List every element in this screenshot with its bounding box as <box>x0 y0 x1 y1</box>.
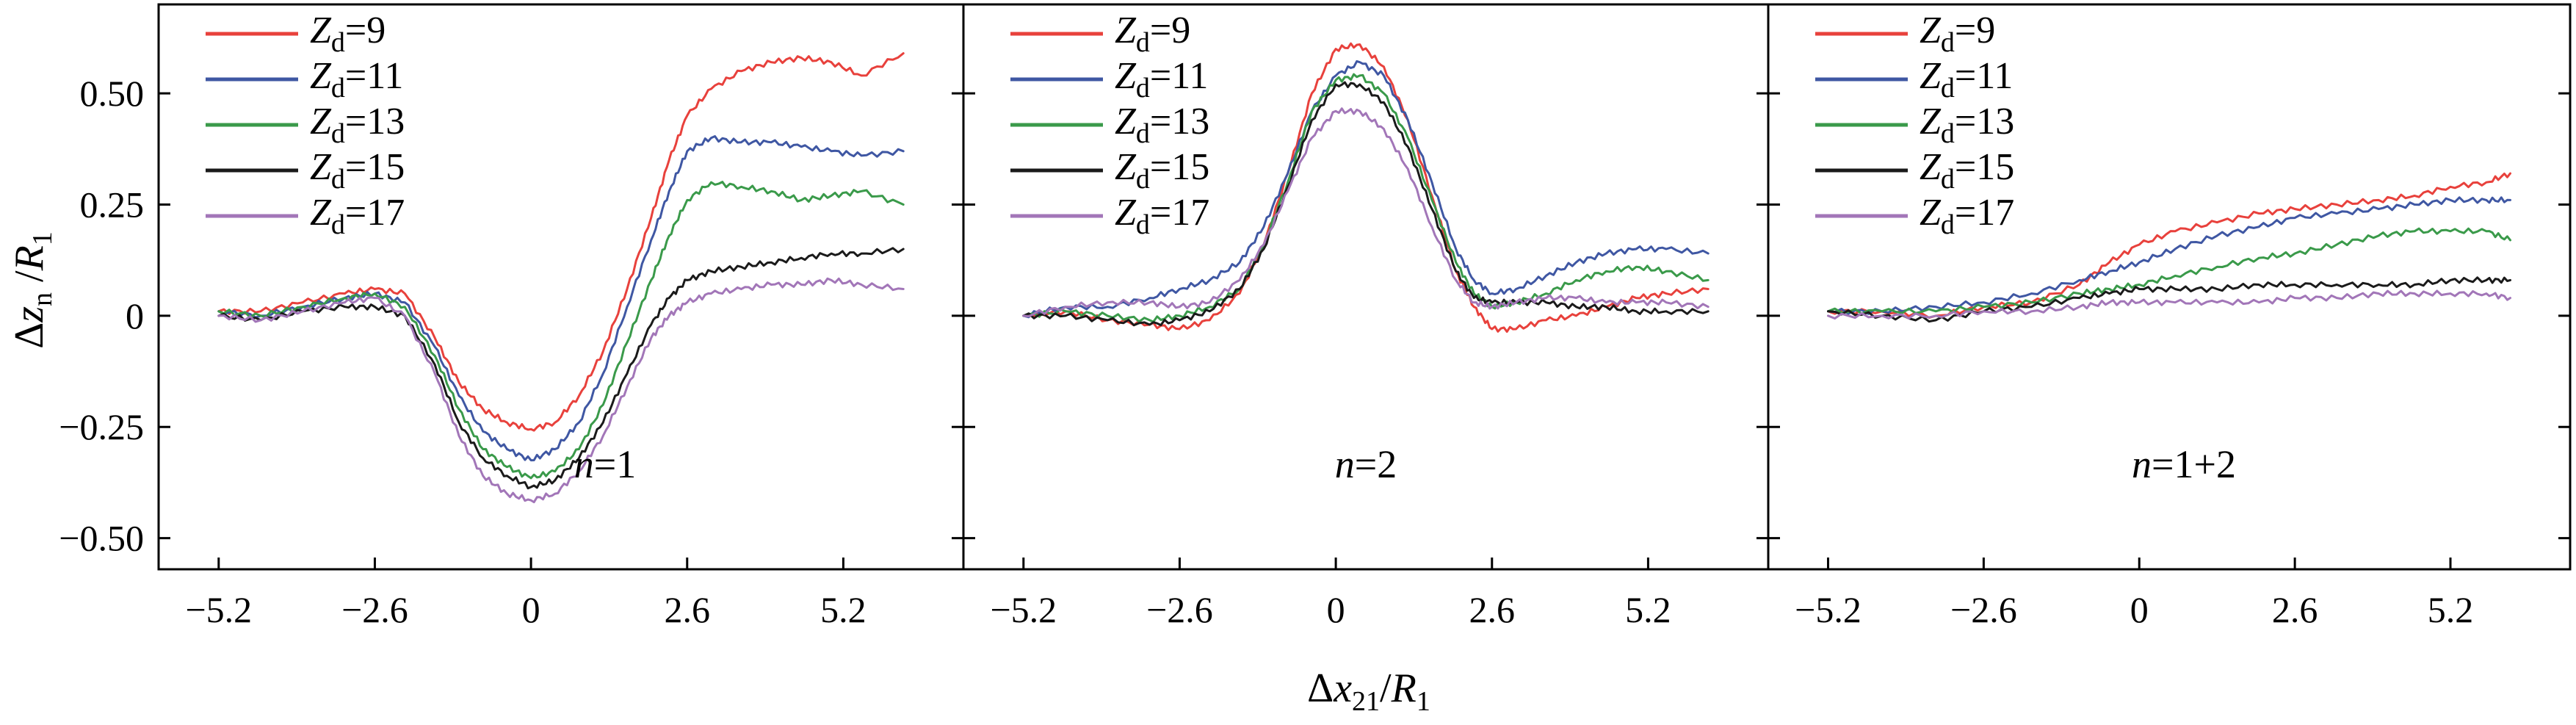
legend-label: Zd=11 <box>1115 55 1208 104</box>
plot-frame <box>157 3 965 571</box>
x-tick-label: −2.6 <box>1146 589 1213 630</box>
legend-label: Zd=13 <box>1115 101 1209 149</box>
panel-annotation: n=1 <box>574 442 636 486</box>
series-line-zd-11 <box>1022 59 1710 319</box>
x-tick-label: −5.2 <box>185 589 252 630</box>
svg-text:Δzn /R1: Δzn /R1 <box>7 231 58 349</box>
panels: −5.2 −2.6 0 2.6 5.20.500.250−0.25−0.50Zd=9Zd… <box>59 3 2572 630</box>
x-tick-label: 2.6 <box>2272 589 2318 630</box>
x-tick-label: 2.6 <box>665 589 711 630</box>
series-line-zd-13 <box>217 181 905 480</box>
y-tick-label: 0.50 <box>80 73 145 114</box>
legend-label: Zd=17 <box>1920 192 2014 240</box>
legend-label: Zd=15 <box>1115 146 1209 195</box>
series-line-zd-13 <box>1022 73 1710 323</box>
x-tick-label: 5.2 <box>2428 589 2474 630</box>
x-axis-label: Δx21/R1 <box>1307 666 1430 717</box>
panel-annotation: n=1+2 <box>2132 442 2236 486</box>
x-tick-label: 5.2 <box>1625 589 1671 630</box>
legend-label: Zd=11 <box>310 55 403 104</box>
legend-label: Zd=15 <box>1920 146 2014 195</box>
y-axis-label: Δzn /R1 <box>7 231 58 349</box>
plot-frame <box>1767 3 2572 571</box>
y-tick-label: −0.50 <box>59 518 144 559</box>
x-tick-label: −5.2 <box>990 589 1057 630</box>
svg-text:Δx21/R1: Δx21/R1 <box>1307 666 1430 717</box>
series-line-zd-15 <box>217 247 905 490</box>
series-line-zd-15 <box>1827 276 2511 323</box>
x-tick-label: −5.2 <box>1795 589 1862 630</box>
x-tick-label: 0 <box>2130 589 2149 630</box>
x-tick-label: 5.2 <box>820 589 866 630</box>
legend-label: Zd=11 <box>1920 55 2013 104</box>
legend-label: Zd=9 <box>1115 10 1190 58</box>
x-tick-label: 2.6 <box>1469 589 1516 630</box>
x-tick-label: −2.6 <box>341 589 408 630</box>
series-line-zd-9 <box>1827 172 2511 319</box>
series-line-zd-15 <box>1022 81 1710 327</box>
series-line-zd-13 <box>1827 227 2511 315</box>
legend-label: Zd=17 <box>1115 192 1209 240</box>
legend-label: Zd=13 <box>1920 101 2014 149</box>
legend-label: Zd=15 <box>310 146 405 195</box>
chart-panel-1: −5.2 −2.6 0 2.6 5.20.500.250−0.25−0.50Zd=9Zd… <box>59 3 965 630</box>
legend-label: Zd=9 <box>1920 10 1995 58</box>
x-tick-label: 0 <box>522 589 540 630</box>
legend-label: Zd=13 <box>310 101 405 149</box>
legend-label: Zd=9 <box>310 10 386 58</box>
x-tick-label: 0 <box>1327 589 1345 630</box>
series-line-zd-17 <box>217 277 905 504</box>
series-line-zd-9 <box>217 52 905 432</box>
series-line-zd-11 <box>1827 196 2511 315</box>
legend-label: Zd=17 <box>310 192 405 240</box>
panel-annotation: n=2 <box>1335 442 1397 486</box>
y-tick-label: −0.25 <box>59 406 144 447</box>
series-line-zd-9 <box>1022 42 1710 333</box>
y-tick-label: 0.25 <box>80 184 145 225</box>
series-line-zd-17 <box>1827 289 2511 320</box>
x-tick-label: −2.6 <box>1950 589 2017 630</box>
series-line-zd-17 <box>1022 107 1710 318</box>
y-tick-label: 0 <box>126 295 144 336</box>
